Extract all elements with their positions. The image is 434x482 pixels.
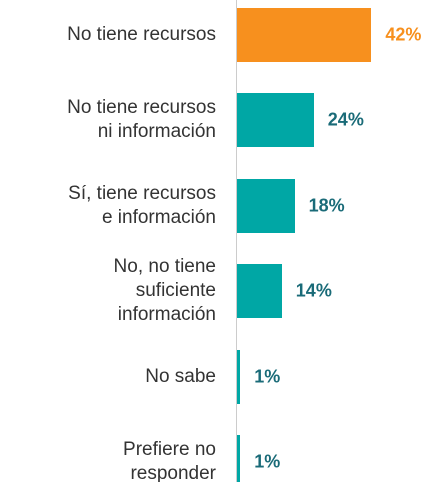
bar	[237, 178, 295, 233]
category-label: No sabe	[145, 365, 216, 387]
value-label: 14%	[295, 280, 332, 301]
category-label: No tiene recursos	[67, 24, 216, 45]
bar	[237, 8, 372, 62]
category-label: No tiene recursos ni información	[67, 97, 216, 143]
value-label: 18%	[308, 195, 345, 216]
bar	[237, 435, 241, 482]
axis-line	[236, 0, 237, 482]
bar	[237, 349, 241, 404]
bar	[237, 264, 282, 319]
value-label: 24%	[327, 109, 364, 130]
category-label: Sí, tiene recursos e información	[68, 182, 216, 228]
category-label: No, no tiene suficiente información	[113, 256, 216, 326]
category-label: Prefiere no responder	[123, 439, 216, 482]
value-label: 1%	[254, 366, 281, 387]
bar	[237, 93, 314, 148]
value-label: 42%	[385, 24, 422, 45]
value-label: 1%	[254, 451, 281, 472]
